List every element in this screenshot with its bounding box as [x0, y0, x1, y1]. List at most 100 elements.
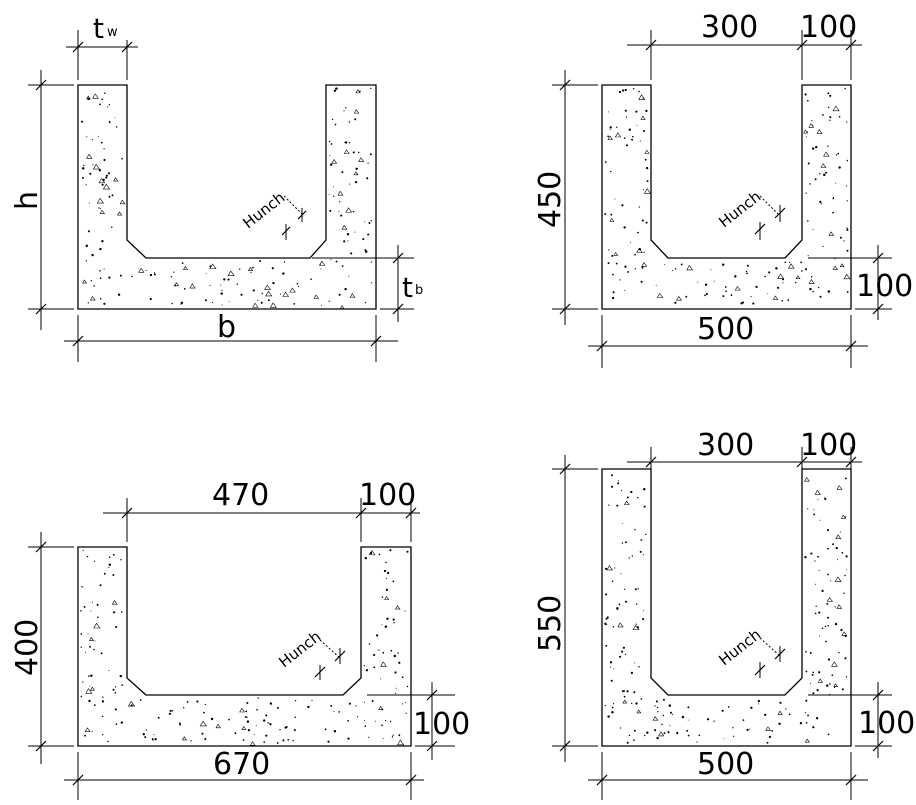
aggregate-dot [139, 699, 142, 701]
aggregate-dot [815, 717, 819, 720]
aggregate-dot [244, 716, 247, 718]
aggregate-mark [624, 500, 630, 506]
aggregate-dot [635, 603, 638, 605]
aggregate-dot [83, 164, 85, 167]
inner-width-label: 300 [701, 10, 758, 45]
aggregate-mark [397, 739, 405, 746]
aggregate-mark [384, 595, 390, 600]
aggregate-dot [108, 556, 111, 558]
hunch-label: Hunch [715, 187, 764, 231]
aggregate-mark [641, 262, 648, 267]
aggregate-dot [835, 182, 837, 184]
aggregate-mark [355, 89, 361, 94]
aggregate-dot [354, 118, 357, 121]
aggregate-dot [604, 704, 606, 707]
aggregate-dot [221, 304, 223, 306]
aggregate-dot [632, 135, 634, 138]
aggregate-dot [606, 616, 609, 619]
aggregate-dot [368, 221, 371, 225]
aggregate-mark [644, 188, 652, 194]
aggregate-dot [168, 712, 172, 715]
aggregate-dot [103, 148, 105, 150]
aggregate-mark [656, 292, 664, 298]
aggregate-dot [153, 272, 155, 274]
aggregate-dot [624, 88, 627, 92]
wall-label: 100 [359, 478, 416, 513]
aggregate-dot [330, 704, 333, 707]
aggregate-dot [845, 185, 847, 187]
aggregate-dot [348, 142, 351, 144]
aggregate-dot [114, 708, 117, 711]
aggregate-mark [686, 264, 694, 271]
aggregate-dot [834, 622, 838, 626]
aggregate-dot [368, 643, 371, 645]
aggregate-dot [91, 601, 93, 603]
aggregate-mark [836, 604, 843, 609]
aggregate-dot [827, 616, 830, 619]
aggregate-mark [836, 485, 843, 490]
tick [774, 207, 786, 219]
tick [426, 740, 438, 752]
aggregate-dot [99, 103, 101, 106]
aggregate-mark [252, 302, 259, 308]
aggregate-dot [805, 721, 808, 724]
aggregate-dot [145, 729, 148, 731]
aggregate-dot [742, 719, 745, 721]
aggregate-mark [92, 163, 101, 170]
aggregate-dot [282, 272, 285, 275]
aggregate-dot [814, 560, 816, 562]
aggregate-dot [818, 611, 821, 614]
aggregate-dot [841, 551, 844, 554]
aggregate-dot [246, 702, 249, 704]
aggregate-dot [108, 563, 112, 566]
aggregate-dot [406, 685, 409, 688]
aggregate-dot [672, 269, 674, 272]
aggregate-dot [610, 474, 613, 477]
aggregate-dot [87, 230, 90, 233]
aggregate-mark [282, 291, 290, 297]
aggregate-dot [100, 208, 102, 210]
aggregate-dot [348, 121, 351, 123]
aggregate-mark [111, 600, 118, 605]
aggregate-dot [293, 729, 296, 732]
aggregate-dot [621, 89, 625, 92]
aggregate-dot [378, 553, 381, 556]
aggregate-dot [811, 120, 813, 122]
aggregate-dot [359, 90, 361, 92]
aggregate-dot [115, 625, 118, 628]
hunch-leader [319, 639, 341, 659]
aggregate-dot [846, 249, 849, 252]
aggregate-dot [814, 583, 817, 585]
aggregate-mark [777, 710, 783, 715]
aggregate-dot [340, 214, 343, 217]
aggregate-dot [384, 625, 388, 628]
aggregate-dot [663, 732, 666, 735]
aggregate-dot [91, 139, 93, 141]
aggregate-mark [368, 549, 376, 556]
aggregate-dot [367, 233, 370, 236]
aggregate-dot [330, 259, 332, 261]
aggregate-mark [823, 151, 830, 157]
aggregate-dot [643, 505, 646, 508]
aggregate-dot [817, 555, 820, 558]
aggregate-dot [815, 605, 817, 608]
aggregate-dot [80, 120, 84, 123]
aggregate-mark [814, 489, 821, 495]
aggregate-dot [713, 720, 715, 722]
aggregate-dot [88, 699, 91, 703]
aggregate-dot [704, 294, 706, 297]
aggregate-dot [117, 293, 121, 296]
aggregate-dot [611, 710, 614, 714]
aggregate-dot [333, 195, 335, 197]
aggregate-dot [365, 669, 369, 672]
aggregate-dot [247, 729, 251, 732]
aggregate-dot [612, 273, 614, 276]
aggregate-dot [617, 480, 619, 482]
aggregate-dot [201, 732, 204, 735]
aggregate-dot [705, 292, 708, 296]
aggregate-dot [331, 118, 334, 121]
aggregate-dot [604, 212, 607, 215]
width-label: 500 [697, 747, 754, 782]
aggregate-dot [294, 699, 297, 702]
aggregate-dot [242, 739, 245, 741]
